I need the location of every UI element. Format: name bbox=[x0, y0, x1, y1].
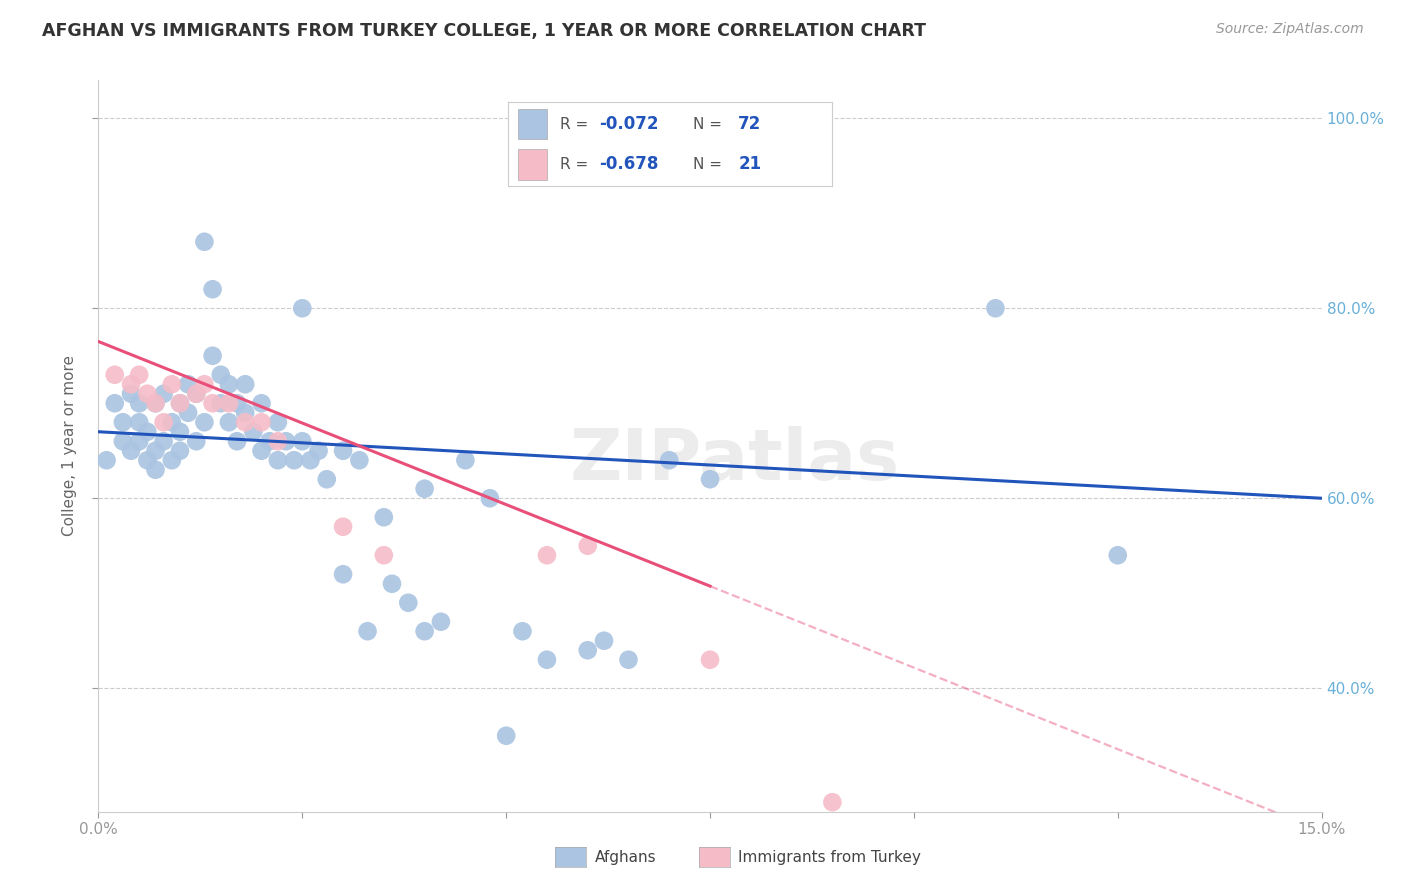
Point bbox=[658, 453, 681, 467]
Point bbox=[576, 643, 599, 657]
Point bbox=[209, 396, 232, 410]
Point bbox=[169, 396, 191, 410]
Point bbox=[274, 434, 297, 449]
Point bbox=[111, 434, 134, 449]
Point bbox=[250, 396, 273, 410]
Point bbox=[186, 386, 208, 401]
Point bbox=[169, 425, 191, 439]
Point bbox=[373, 510, 395, 524]
Point bbox=[111, 415, 134, 429]
Point bbox=[617, 653, 640, 667]
Point bbox=[120, 377, 142, 392]
Point bbox=[984, 301, 1007, 316]
Point bbox=[120, 443, 142, 458]
Point bbox=[430, 615, 453, 629]
Point bbox=[332, 443, 354, 458]
Point bbox=[332, 567, 354, 582]
Point bbox=[512, 624, 534, 639]
Point bbox=[169, 396, 191, 410]
Point bbox=[193, 415, 215, 429]
Point bbox=[495, 729, 517, 743]
Point bbox=[145, 443, 167, 458]
Point bbox=[136, 386, 159, 401]
Point bbox=[356, 624, 378, 639]
Point bbox=[186, 434, 208, 449]
Point bbox=[1107, 548, 1129, 562]
Point bbox=[226, 434, 249, 449]
Point bbox=[104, 396, 127, 410]
Point bbox=[536, 653, 558, 667]
Point bbox=[201, 349, 224, 363]
Point bbox=[283, 453, 305, 467]
Point bbox=[145, 396, 167, 410]
Point bbox=[177, 377, 200, 392]
Point bbox=[536, 548, 558, 562]
Y-axis label: College, 1 year or more: College, 1 year or more bbox=[62, 356, 77, 536]
Point bbox=[160, 415, 183, 429]
Point bbox=[454, 453, 477, 467]
Text: AFGHAN VS IMMIGRANTS FROM TURKEY COLLEGE, 1 YEAR OR MORE CORRELATION CHART: AFGHAN VS IMMIGRANTS FROM TURKEY COLLEGE… bbox=[42, 22, 927, 40]
Point bbox=[169, 443, 191, 458]
Point bbox=[373, 548, 395, 562]
Point bbox=[136, 425, 159, 439]
Point bbox=[104, 368, 127, 382]
Point bbox=[299, 453, 322, 467]
Point bbox=[128, 434, 150, 449]
Point bbox=[576, 539, 599, 553]
Point bbox=[152, 386, 174, 401]
Point bbox=[308, 443, 330, 458]
Point bbox=[201, 282, 224, 296]
Point bbox=[381, 576, 404, 591]
Point bbox=[128, 396, 150, 410]
Point bbox=[259, 434, 281, 449]
Point bbox=[201, 396, 224, 410]
Point bbox=[128, 415, 150, 429]
Point bbox=[233, 406, 256, 420]
Point bbox=[242, 425, 264, 439]
Point bbox=[593, 633, 616, 648]
Point bbox=[186, 386, 208, 401]
Point bbox=[160, 453, 183, 467]
Point bbox=[250, 415, 273, 429]
Point bbox=[699, 472, 721, 486]
Point bbox=[699, 653, 721, 667]
Point bbox=[413, 624, 436, 639]
Point bbox=[291, 434, 314, 449]
Point bbox=[233, 415, 256, 429]
Text: Afghans: Afghans bbox=[595, 850, 657, 864]
Point bbox=[160, 377, 183, 392]
Point bbox=[177, 406, 200, 420]
Text: Source: ZipAtlas.com: Source: ZipAtlas.com bbox=[1216, 22, 1364, 37]
Point bbox=[128, 368, 150, 382]
Point bbox=[136, 453, 159, 467]
Point bbox=[349, 453, 371, 467]
Point bbox=[193, 377, 215, 392]
Point bbox=[145, 396, 167, 410]
Point bbox=[413, 482, 436, 496]
Point bbox=[267, 453, 290, 467]
Point bbox=[209, 368, 232, 382]
Point bbox=[332, 520, 354, 534]
Point bbox=[478, 491, 501, 506]
Point bbox=[152, 415, 174, 429]
Point bbox=[152, 434, 174, 449]
Point bbox=[218, 415, 240, 429]
Point bbox=[218, 377, 240, 392]
Point bbox=[226, 396, 249, 410]
Point bbox=[193, 235, 215, 249]
Point bbox=[120, 386, 142, 401]
Point bbox=[218, 396, 240, 410]
Point bbox=[267, 434, 290, 449]
Text: ZIPatlas: ZIPatlas bbox=[569, 426, 900, 495]
Point bbox=[821, 795, 844, 809]
Point bbox=[145, 463, 167, 477]
Point bbox=[250, 443, 273, 458]
Point bbox=[267, 415, 290, 429]
Point bbox=[291, 301, 314, 316]
Point bbox=[396, 596, 419, 610]
Text: Immigrants from Turkey: Immigrants from Turkey bbox=[738, 850, 921, 864]
Point bbox=[315, 472, 337, 486]
Point bbox=[96, 453, 118, 467]
Point bbox=[233, 377, 256, 392]
